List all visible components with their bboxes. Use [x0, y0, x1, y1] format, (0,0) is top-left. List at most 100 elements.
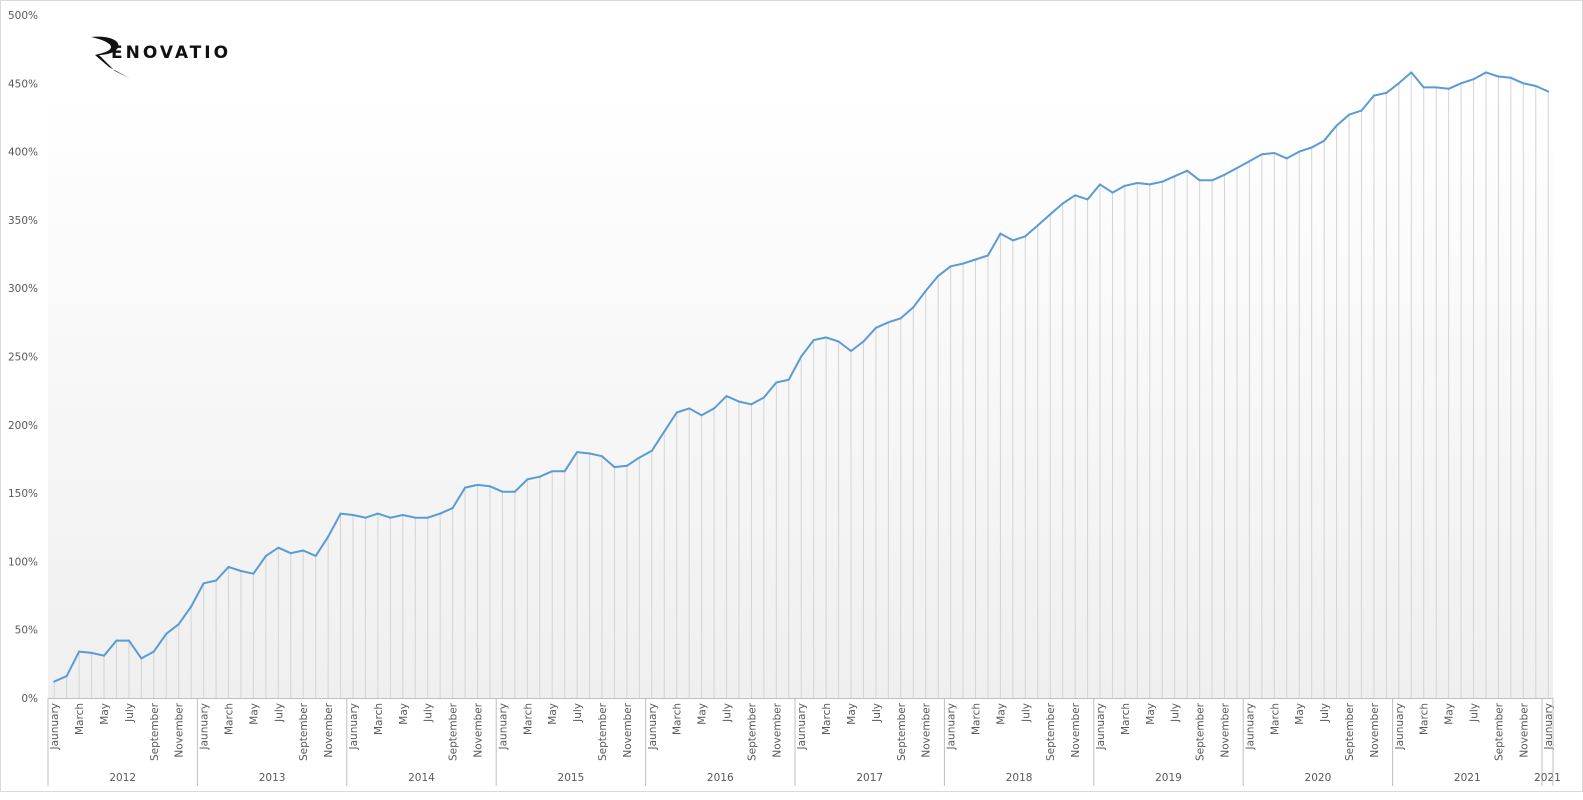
data-point — [464, 486, 467, 489]
data-point — [1198, 179, 1201, 182]
x-tick-label: November — [323, 702, 335, 757]
data-point — [1323, 139, 1326, 142]
year-label: 2017 — [856, 772, 883, 784]
data-point — [376, 512, 379, 515]
x-tick-label: March — [224, 703, 236, 735]
data-point — [526, 478, 529, 481]
x-tick-label: March — [1269, 703, 1281, 735]
data-point — [650, 449, 653, 452]
data-point — [538, 475, 541, 478]
data-point — [887, 321, 890, 324]
data-point — [1435, 86, 1438, 89]
data-point — [775, 381, 778, 384]
data-point — [999, 232, 1002, 235]
x-tick-label: May — [248, 703, 260, 725]
data-point — [190, 605, 193, 608]
x-tick-label: March — [971, 703, 983, 735]
data-point — [426, 516, 429, 519]
data-point — [127, 639, 130, 642]
x-tick-label: July — [1319, 703, 1331, 723]
data-point — [1360, 109, 1363, 112]
data-point — [202, 582, 205, 585]
x-tick-label: September — [597, 702, 609, 761]
data-point — [912, 306, 915, 309]
x-tick-label: July — [1469, 703, 1481, 723]
data-point — [389, 516, 392, 519]
data-point — [638, 456, 641, 459]
data-point — [177, 623, 180, 626]
data-point — [1173, 175, 1176, 178]
year-label: 2015 — [558, 772, 585, 784]
data-point — [862, 340, 865, 343]
x-tick-label: Jaunuary — [49, 703, 61, 750]
y-tick-label: 200% — [8, 420, 38, 432]
x-tick-label: March — [821, 703, 833, 735]
data-point — [239, 569, 242, 572]
data-point — [513, 490, 516, 493]
data-point — [1298, 150, 1301, 153]
data-point — [65, 675, 68, 678]
data-point — [812, 339, 815, 342]
x-tick-label: July — [423, 703, 435, 723]
year-label: 2014 — [408, 772, 435, 784]
data-point — [700, 414, 703, 417]
data-point — [837, 340, 840, 343]
x-tick-label: Jaunuary — [647, 703, 659, 750]
data-point — [53, 680, 56, 683]
x-tick-label: March — [672, 703, 684, 735]
x-tick-label: May — [697, 703, 709, 725]
data-point — [1522, 82, 1525, 85]
logo-text: ENOVATIO — [111, 43, 232, 63]
x-tick-label: July — [871, 703, 883, 723]
data-point — [165, 632, 168, 635]
x-tick-label: Jaunuary — [199, 703, 211, 750]
data-point — [986, 254, 989, 257]
x-tick-label: Jaunuary — [1244, 703, 1256, 750]
data-point — [1011, 239, 1014, 242]
x-tick-label: May — [1294, 703, 1306, 725]
data-point — [974, 258, 977, 261]
data-point — [1397, 82, 1400, 85]
x-tick-label: July — [124, 703, 136, 723]
year-label: 2020 — [1305, 772, 1332, 784]
data-point — [1148, 183, 1151, 186]
x-tick-label: September — [448, 702, 460, 761]
x-tick-label: November — [921, 702, 933, 757]
data-point — [1161, 180, 1164, 183]
data-point — [551, 470, 554, 473]
data-point — [302, 549, 305, 552]
y-tick-label: 0% — [21, 693, 38, 705]
x-tick-label: Jaunuary — [796, 703, 808, 750]
data-point — [601, 455, 604, 458]
year-label: 2021 — [1454, 772, 1481, 784]
x-tick-label: November — [473, 702, 485, 757]
data-point — [115, 639, 118, 642]
data-point — [439, 512, 442, 515]
data-point — [451, 507, 454, 510]
data-point — [1410, 71, 1413, 74]
plot-area — [48, 91, 1553, 698]
data-point — [264, 554, 267, 557]
data-point — [103, 654, 106, 657]
data-point — [688, 407, 691, 410]
data-point — [1211, 179, 1214, 182]
x-tick-label: July — [1170, 703, 1182, 723]
data-point — [874, 326, 877, 329]
x-tick-label: March — [1120, 703, 1132, 735]
data-point — [800, 355, 803, 358]
data-point — [1111, 191, 1114, 194]
data-point — [140, 657, 143, 660]
data-point — [352, 513, 355, 516]
x-tick-label: September — [1195, 702, 1207, 761]
data-point — [1285, 157, 1288, 160]
data-point — [1260, 153, 1263, 156]
data-point — [563, 470, 566, 473]
x-tick-label: November — [771, 702, 783, 757]
x-tick-label: September — [746, 702, 758, 761]
x-tick-label: July — [273, 703, 285, 723]
x-tick-label: May — [846, 703, 858, 725]
x-tick-label: September — [1344, 702, 1356, 761]
data-point — [215, 579, 218, 582]
x-tick-label: November — [1369, 702, 1381, 757]
